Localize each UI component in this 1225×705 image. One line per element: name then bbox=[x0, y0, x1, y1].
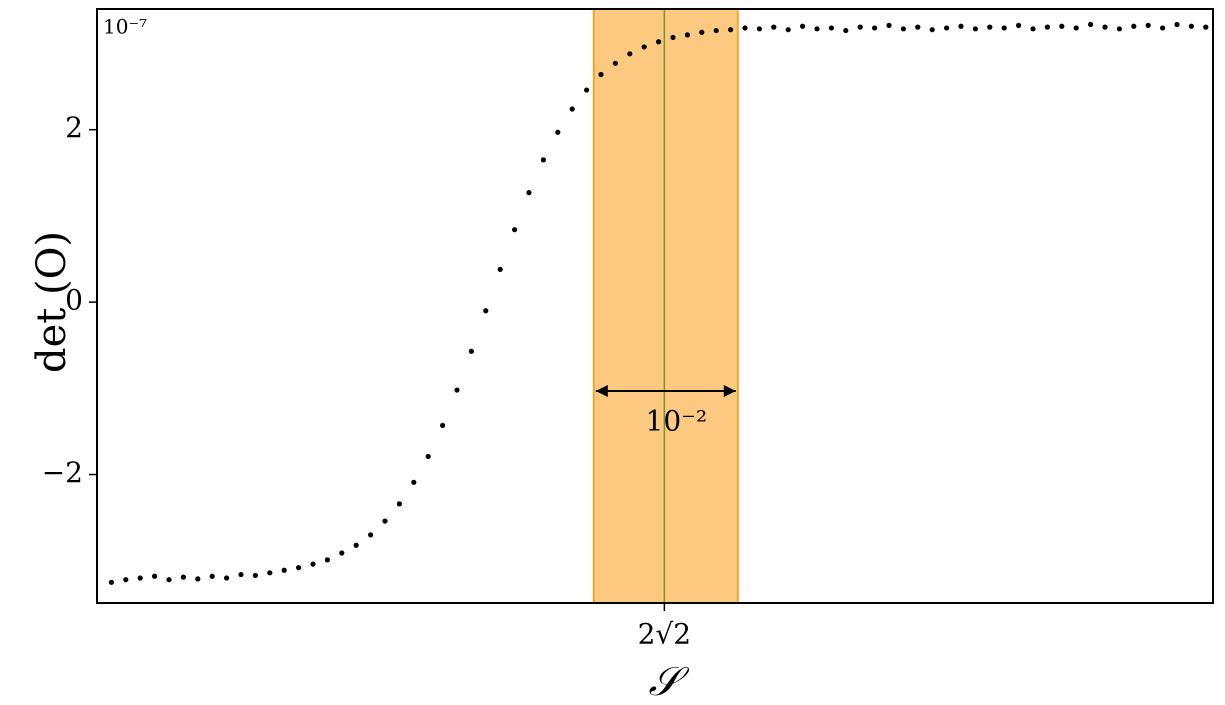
data-point bbox=[872, 25, 878, 31]
data-point bbox=[238, 571, 244, 578]
data-point bbox=[958, 23, 964, 29]
data-point bbox=[742, 25, 748, 31]
data-point bbox=[641, 44, 647, 50]
data-point bbox=[425, 453, 431, 460]
data-point bbox=[483, 308, 489, 314]
data-point bbox=[814, 26, 820, 32]
data-point bbox=[656, 39, 662, 45]
data-point bbox=[1174, 21, 1180, 28]
data-point bbox=[368, 532, 374, 538]
data-point bbox=[1188, 23, 1194, 29]
data-point bbox=[296, 565, 302, 571]
data-point bbox=[612, 60, 619, 66]
data-point bbox=[540, 157, 547, 163]
span-annotation: 10⁻² bbox=[646, 405, 708, 438]
data-point bbox=[440, 422, 446, 429]
data-point bbox=[195, 576, 201, 582]
x-tick-label: 2√2 bbox=[638, 618, 691, 651]
data-point bbox=[771, 24, 777, 30]
data-point bbox=[857, 24, 863, 30]
data-point bbox=[800, 23, 806, 29]
data-point bbox=[1001, 25, 1007, 31]
data-point bbox=[728, 27, 734, 33]
data-point bbox=[1145, 22, 1151, 28]
data-point bbox=[1059, 23, 1065, 29]
data-point bbox=[1073, 25, 1079, 31]
data-point bbox=[209, 573, 215, 579]
data-point bbox=[497, 266, 503, 272]
data-point bbox=[1160, 25, 1166, 31]
data-point bbox=[1102, 24, 1108, 30]
y-axis-label: det (O) bbox=[29, 231, 75, 373]
data-point bbox=[569, 106, 575, 112]
y-scale-note: 10⁻⁷ bbox=[103, 15, 147, 39]
plot-frame bbox=[96, 8, 1214, 604]
data-point bbox=[396, 501, 402, 507]
data-point bbox=[987, 24, 993, 30]
data-point bbox=[180, 574, 186, 580]
data-point bbox=[1088, 21, 1094, 28]
data-point bbox=[454, 387, 460, 393]
data-point bbox=[511, 227, 518, 233]
data-point bbox=[1116, 26, 1122, 32]
data-point bbox=[555, 129, 561, 135]
data-point bbox=[382, 518, 388, 524]
data-point bbox=[1203, 24, 1209, 30]
data-point bbox=[252, 572, 258, 579]
data-point bbox=[108, 579, 114, 585]
data-point bbox=[915, 24, 921, 30]
y-tick-label: −2 bbox=[42, 456, 83, 489]
data-point bbox=[353, 542, 359, 548]
data-point bbox=[627, 51, 633, 57]
data-point bbox=[828, 25, 835, 31]
data-point bbox=[713, 27, 719, 34]
data-point bbox=[1016, 22, 1022, 28]
data-point bbox=[684, 32, 691, 38]
data-point bbox=[137, 575, 143, 581]
data-point bbox=[670, 34, 676, 41]
data-point bbox=[224, 575, 230, 581]
data-point bbox=[468, 348, 474, 354]
data-point bbox=[972, 26, 979, 32]
data-point bbox=[843, 27, 849, 34]
data-point bbox=[900, 26, 907, 32]
data-point bbox=[411, 479, 417, 485]
data-point bbox=[1131, 23, 1137, 29]
data-point bbox=[584, 87, 590, 93]
data-point bbox=[310, 561, 316, 567]
data-point bbox=[944, 25, 950, 31]
data-point bbox=[598, 71, 604, 78]
y-tick-label: 2 bbox=[65, 111, 83, 144]
data-point bbox=[756, 26, 763, 32]
data-point bbox=[699, 29, 705, 35]
x-axis-label: 𝒮 bbox=[649, 659, 690, 705]
data-point bbox=[166, 577, 172, 583]
y-tick-label: 0 bbox=[65, 284, 83, 317]
data-point bbox=[281, 567, 287, 573]
data-point bbox=[123, 577, 129, 583]
data-point bbox=[339, 550, 345, 556]
data-point bbox=[929, 27, 935, 33]
data-point bbox=[526, 190, 532, 196]
data-point bbox=[886, 22, 892, 28]
data-point bbox=[324, 557, 330, 563]
data-point bbox=[1044, 24, 1050, 30]
data-point bbox=[267, 570, 273, 576]
data-point bbox=[152, 573, 158, 579]
data-point bbox=[1030, 26, 1036, 32]
highlight-span bbox=[592, 8, 739, 604]
data-point bbox=[785, 27, 791, 33]
